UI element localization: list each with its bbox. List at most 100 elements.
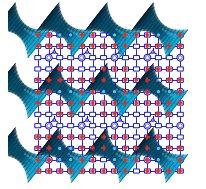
- Ellipse shape: [133, 129, 154, 156]
- Ellipse shape: [111, 87, 119, 98]
- Ellipse shape: [0, 4, 16, 31]
- Ellipse shape: [117, 90, 131, 108]
- Ellipse shape: [150, 80, 159, 93]
- Ellipse shape: [28, 154, 49, 181]
- Ellipse shape: [70, 30, 85, 50]
- Ellipse shape: [42, 132, 60, 155]
- Ellipse shape: [50, 16, 62, 31]
- Ellipse shape: [154, 23, 162, 34]
- Ellipse shape: [131, 3, 154, 31]
- Ellipse shape: [158, 87, 166, 98]
- Ellipse shape: [26, 155, 42, 174]
- Ellipse shape: [107, 148, 116, 159]
- Ellipse shape: [0, 6, 16, 31]
- Ellipse shape: [52, 77, 63, 92]
- Ellipse shape: [70, 30, 73, 33]
- Ellipse shape: [108, 24, 117, 35]
- Ellipse shape: [118, 155, 121, 157]
- Ellipse shape: [70, 90, 73, 93]
- Ellipse shape: [102, 18, 112, 32]
- Ellipse shape: [0, 127, 16, 156]
- Ellipse shape: [114, 153, 124, 165]
- Ellipse shape: [54, 19, 64, 32]
- Ellipse shape: [14, 83, 23, 94]
- Ellipse shape: [97, 14, 110, 31]
- Ellipse shape: [124, 33, 127, 36]
- FancyBboxPatch shape: [133, 169, 139, 173]
- FancyBboxPatch shape: [122, 158, 129, 162]
- Ellipse shape: [108, 149, 117, 160]
- Ellipse shape: [67, 28, 70, 31]
- Ellipse shape: [68, 154, 81, 170]
- Ellipse shape: [98, 15, 110, 31]
- Ellipse shape: [60, 84, 68, 95]
- Circle shape: [45, 54, 52, 61]
- Ellipse shape: [38, 129, 59, 156]
- Ellipse shape: [89, 131, 108, 155]
- Ellipse shape: [110, 26, 119, 36]
- FancyBboxPatch shape: [90, 67, 96, 71]
- Ellipse shape: [56, 145, 65, 157]
- Ellipse shape: [52, 17, 63, 31]
- Ellipse shape: [161, 153, 172, 167]
- Ellipse shape: [155, 25, 164, 35]
- Ellipse shape: [70, 155, 86, 175]
- Ellipse shape: [12, 145, 21, 157]
- Ellipse shape: [68, 29, 81, 46]
- Ellipse shape: [146, 141, 157, 156]
- Ellipse shape: [15, 147, 24, 159]
- Ellipse shape: [7, 76, 19, 91]
- FancyBboxPatch shape: [133, 90, 139, 94]
- Ellipse shape: [58, 147, 67, 158]
- Ellipse shape: [26, 30, 40, 48]
- Ellipse shape: [54, 19, 64, 32]
- Ellipse shape: [150, 145, 160, 157]
- Ellipse shape: [95, 12, 109, 31]
- Ellipse shape: [73, 156, 76, 159]
- Ellipse shape: [44, 135, 60, 155]
- Ellipse shape: [162, 154, 172, 168]
- Ellipse shape: [95, 12, 109, 31]
- Ellipse shape: [21, 27, 30, 39]
- Ellipse shape: [28, 90, 49, 117]
- Ellipse shape: [136, 8, 154, 31]
- Ellipse shape: [159, 153, 169, 165]
- Ellipse shape: [25, 90, 39, 107]
- Ellipse shape: [18, 150, 26, 161]
- Ellipse shape: [47, 138, 61, 155]
- Ellipse shape: [87, 64, 108, 91]
- Ellipse shape: [164, 155, 179, 173]
- Circle shape: [177, 54, 184, 61]
- Ellipse shape: [70, 155, 87, 177]
- Ellipse shape: [24, 153, 26, 155]
- Ellipse shape: [103, 80, 113, 93]
- Ellipse shape: [5, 74, 18, 91]
- Ellipse shape: [27, 30, 29, 33]
- Ellipse shape: [0, 129, 16, 156]
- FancyBboxPatch shape: [122, 146, 129, 150]
- Ellipse shape: [165, 155, 167, 157]
- Ellipse shape: [148, 18, 158, 32]
- Ellipse shape: [7, 16, 19, 31]
- Ellipse shape: [29, 156, 32, 159]
- Ellipse shape: [14, 22, 23, 33]
- FancyBboxPatch shape: [57, 146, 63, 150]
- FancyBboxPatch shape: [122, 78, 129, 82]
- Ellipse shape: [121, 92, 124, 95]
- Ellipse shape: [65, 153, 74, 165]
- Ellipse shape: [16, 84, 24, 95]
- Ellipse shape: [160, 153, 170, 165]
- Ellipse shape: [119, 90, 138, 115]
- Ellipse shape: [71, 90, 92, 117]
- Ellipse shape: [69, 155, 84, 173]
- Ellipse shape: [105, 21, 114, 33]
- Ellipse shape: [148, 143, 158, 156]
- Ellipse shape: [8, 77, 19, 92]
- Ellipse shape: [49, 139, 62, 156]
- Ellipse shape: [38, 64, 59, 91]
- Ellipse shape: [0, 3, 16, 31]
- Ellipse shape: [88, 130, 108, 156]
- Ellipse shape: [110, 150, 119, 161]
- FancyBboxPatch shape: [133, 101, 139, 105]
- Ellipse shape: [58, 23, 67, 34]
